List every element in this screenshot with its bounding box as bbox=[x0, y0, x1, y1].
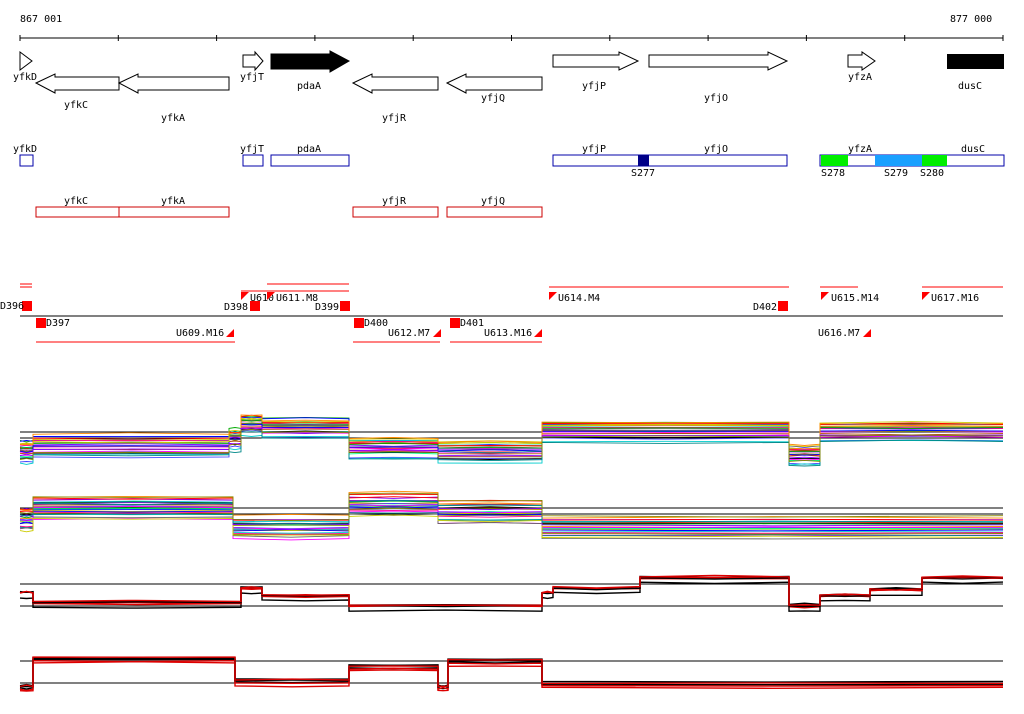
feature-label-U611.M8: U611.M8 bbox=[276, 293, 318, 304]
gene-annotation-track: yfkD yfkC yfkA yfjT pdaA yfjR yfjQ yfjP … bbox=[13, 50, 1004, 124]
cds-rev-label-yfjQ: yfjQ bbox=[481, 196, 505, 207]
feature-U613.M16[interactable] bbox=[534, 329, 542, 337]
gene-label-yfkC: yfkC bbox=[64, 100, 88, 111]
gene-arrow-yfjQ[interactable] bbox=[445, 73, 543, 94]
gene-arrow-yfjT[interactable] bbox=[242, 50, 264, 72]
cds-label-pdaA: pdaA bbox=[297, 144, 321, 155]
gene-arrow-yfkC[interactable] bbox=[34, 73, 120, 94]
cds-label-yfjP: yfjP bbox=[582, 144, 606, 155]
feature-label-U615.M14: U615.M14 bbox=[831, 293, 879, 304]
feature-U616.M7[interactable] bbox=[863, 329, 871, 337]
cds-label-yfkD: yfkD bbox=[13, 144, 37, 155]
feature-D398[interactable] bbox=[250, 301, 260, 311]
segment-S277[interactable] bbox=[638, 155, 649, 166]
gene-label-yfjT: yfjT bbox=[240, 72, 264, 83]
feature-label-U609.M16: U609.M16 bbox=[176, 328, 224, 339]
coordinate-ruler: 867 001 877 000 bbox=[19, 14, 1004, 41]
expression-track-reverse bbox=[19, 490, 1004, 541]
gene-arrow-yfkA[interactable] bbox=[117, 73, 230, 94]
feature-label-U610: U610 bbox=[250, 293, 274, 304]
feature-U614.M4[interactable] bbox=[549, 292, 557, 300]
cds-box-yfjT[interactable] bbox=[242, 154, 264, 167]
feature-D396[interactable] bbox=[22, 301, 32, 311]
feature-U609.M16[interactable] bbox=[226, 329, 234, 337]
segment-label-S277: S277 bbox=[631, 168, 655, 179]
feature-label-D397: D397 bbox=[46, 318, 70, 329]
cds-label-yfjT: yfjT bbox=[240, 144, 264, 155]
gene-label-yfjO: yfjO bbox=[704, 93, 728, 104]
cds-label-yfjO: yfjO bbox=[704, 144, 728, 155]
feature-U611.M8[interactable] bbox=[267, 292, 275, 300]
segment-label-S279: S279 bbox=[884, 168, 908, 179]
feature-track: D396 D397 U609.M16 D398 U610 U611.M8 D39… bbox=[0, 283, 1003, 343]
gene-arrow-dusC[interactable] bbox=[947, 54, 1004, 69]
ruler-end-label: 877 000 bbox=[950, 14, 992, 25]
feature-label-D402: D402 bbox=[753, 302, 777, 313]
feature-U617.M16[interactable] bbox=[922, 292, 930, 300]
gene-label-yfjP: yfjP bbox=[582, 81, 606, 92]
cds-box-pdaA[interactable] bbox=[270, 154, 350, 167]
gene-arrow-yfkD[interactable] bbox=[19, 51, 33, 71]
gene-label-dusC: dusC bbox=[958, 81, 982, 92]
feature-label-D398: D398 bbox=[224, 302, 248, 313]
cds-label-dusC: dusC bbox=[961, 144, 985, 155]
feature-label-U614.M4: U614.M4 bbox=[558, 293, 600, 304]
cds-rev-box-yfkC-yfkA[interactable] bbox=[35, 206, 230, 218]
gene-label-yfkA: yfkA bbox=[161, 113, 185, 124]
feature-label-D399: D399 bbox=[315, 302, 339, 313]
segment-S280[interactable] bbox=[922, 155, 947, 166]
cds-label-yfzA: yfzA bbox=[848, 144, 872, 155]
gene-label-yfzA: yfzA bbox=[848, 72, 872, 83]
feature-D400[interactable] bbox=[354, 318, 364, 328]
feature-D401[interactable] bbox=[450, 318, 460, 328]
cds-rev-label-yfkC: yfkC bbox=[64, 196, 88, 207]
gene-arrow-yfzA[interactable] bbox=[847, 51, 876, 71]
feature-D399[interactable] bbox=[340, 301, 350, 311]
gene-arrow-yfjP[interactable] bbox=[552, 51, 640, 71]
gene-label-yfjR: yfjR bbox=[382, 113, 407, 124]
ruler-start-label: 867 001 bbox=[20, 14, 62, 25]
gene-arrow-yfjO[interactable] bbox=[648, 51, 789, 71]
gene-arrow-pdaA[interactable] bbox=[270, 50, 351, 73]
gene-label-yfjQ: yfjQ bbox=[481, 93, 505, 104]
cds-rev-box-yfjR[interactable] bbox=[352, 206, 439, 218]
feature-U615.M14[interactable] bbox=[821, 292, 829, 300]
gene-label-pdaA: pdaA bbox=[297, 81, 321, 92]
expression-summary-track-forward bbox=[19, 574, 1004, 612]
feature-label-D401: D401 bbox=[460, 318, 484, 329]
expression-track-forward bbox=[19, 414, 1004, 467]
segment-label-S280: S280 bbox=[920, 168, 944, 179]
cds-rev-label-yfjR: yfjR bbox=[382, 196, 407, 207]
segment-label-S278: S278 bbox=[821, 168, 845, 179]
segment-S278[interactable] bbox=[821, 155, 848, 166]
feature-label-U612.M7: U612.M7 bbox=[388, 328, 430, 339]
feature-U610[interactable] bbox=[241, 292, 249, 300]
segment-S279[interactable] bbox=[875, 155, 922, 166]
cds-forward-track: yfkD yfjT pdaA yfjP yfjO S277 yfzA dusC … bbox=[13, 144, 1005, 179]
feature-label-U613.M16: U613.M16 bbox=[484, 328, 532, 339]
feature-label-U617.M16: U617.M16 bbox=[931, 293, 979, 304]
feature-D397[interactable] bbox=[36, 318, 46, 328]
gene-label-yfkD: yfkD bbox=[13, 72, 37, 83]
cds-box-yfjP-yfjO[interactable] bbox=[552, 154, 788, 167]
cds-reverse-track: yfkC yfkA yfjR yfjQ bbox=[35, 196, 543, 218]
feature-label-D400: D400 bbox=[364, 318, 388, 329]
gene-arrow-yfjR[interactable] bbox=[351, 73, 439, 94]
cds-rev-label-yfkA: yfkA bbox=[161, 196, 185, 207]
feature-D402[interactable] bbox=[778, 301, 788, 311]
cds-box-yfkD[interactable] bbox=[19, 154, 34, 167]
feature-label-D396: D396 bbox=[0, 301, 24, 312]
cds-rev-box-yfjQ[interactable] bbox=[446, 206, 543, 218]
expression-summary-track-reverse bbox=[19, 656, 1004, 692]
feature-label-U616.M7: U616.M7 bbox=[818, 328, 860, 339]
feature-U612.M7[interactable] bbox=[433, 329, 441, 337]
